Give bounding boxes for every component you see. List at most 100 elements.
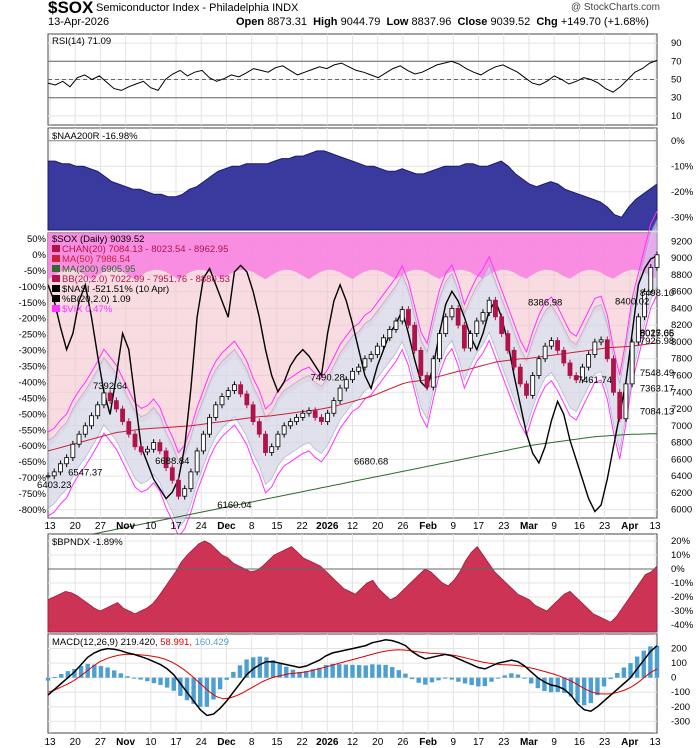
macd-histogram-bar <box>515 674 521 678</box>
bpndx-axis-tick-label: -10% <box>671 578 694 589</box>
macd-histogram-bar <box>350 664 355 678</box>
price-annotation: 7363.17 <box>640 383 674 394</box>
candle-body <box>536 358 542 376</box>
macd-histogram-bar <box>621 667 627 678</box>
candle-body <box>629 341 635 385</box>
candle-body <box>219 396 225 406</box>
candle-body <box>207 417 212 435</box>
candle-body <box>250 404 256 423</box>
price-axis-tick-label: 6600 <box>671 454 692 465</box>
macd-histogram-bar <box>581 677 587 706</box>
x-axis-label: 10 <box>145 737 157 748</box>
x-axis-label: 13 <box>649 737 661 748</box>
macd-histogram-bar <box>105 667 110 678</box>
x-axis-label: Mar <box>520 521 538 532</box>
candle-body <box>157 442 163 452</box>
x-axis-label: 17 <box>170 521 182 532</box>
macd-histogram-bar <box>284 666 289 678</box>
x-axis-label: Nov <box>116 737 135 748</box>
bpndx-area <box>47 540 658 633</box>
nasi-line <box>47 255 658 513</box>
chg-label: Chg <box>536 16 558 28</box>
x-axis-label: 13 <box>44 521 56 532</box>
x-axis-label: Nov <box>116 521 135 532</box>
candle-body <box>350 370 355 381</box>
macd-histogram-bar <box>145 677 150 682</box>
macd-histogram-bar <box>416 677 421 683</box>
candle-body <box>182 488 188 497</box>
macd-histogram-bar <box>601 677 607 687</box>
macd-histogram-bar <box>575 677 580 703</box>
x-axis-label: 22 <box>297 737 309 748</box>
close-label: Close <box>457 16 488 28</box>
candle-body <box>194 450 200 473</box>
x-axis-label: 16 <box>574 521 586 532</box>
macd-histogram-bar <box>363 665 368 678</box>
macd-histogram-bar <box>628 663 633 678</box>
candle-body <box>238 384 244 395</box>
chan-upper-line <box>47 210 658 454</box>
macd-histogram-bar <box>462 677 468 684</box>
nasi-axis-tick-label: -800% <box>19 505 47 516</box>
legend-entry: BB(20,2.0) 7022.99 - 7951.76 - 8880.53 <box>62 274 230 285</box>
bpndx-axis-tick-label: -20% <box>671 592 694 603</box>
macd-histogram-bar <box>65 671 71 678</box>
candle-body <box>58 463 63 473</box>
x-axis-label: 9 <box>551 737 557 748</box>
macd-histogram-bar <box>92 664 97 678</box>
macd-histogram-bar <box>429 677 435 683</box>
candle-body <box>654 254 660 268</box>
candle-body <box>586 354 592 368</box>
x-axis-label: 23 <box>498 521 510 532</box>
x-axis-label: 23 <box>599 521 611 532</box>
candle-body <box>138 446 144 453</box>
bpndx-axis-tick-label: 20% <box>671 536 691 547</box>
macd-histogram-bar <box>59 674 64 678</box>
candle-body <box>580 366 585 381</box>
candle-body <box>368 354 374 360</box>
macd-histogram-bar <box>442 677 448 679</box>
nasi-axis-tick-label: 50% <box>27 234 47 245</box>
macd-histogram-bar <box>489 677 494 682</box>
low-label: Low <box>386 16 409 28</box>
candle-body <box>244 393 250 406</box>
macd-histogram-bar <box>45 677 51 681</box>
index-name: Semiconductor Index - Philadelphia INDX <box>96 2 299 14</box>
x-axis-label: 20 <box>70 737 82 748</box>
macd-histogram-bar <box>118 673 124 678</box>
macd-histogram-bar <box>423 677 428 685</box>
macd-histogram-bar <box>436 677 441 681</box>
legend-swatch <box>52 305 60 312</box>
candle-body <box>548 340 554 347</box>
legend-entry: CHAN(20) 7084.13 - 8023.54 - 8962.95 <box>62 244 228 255</box>
x-axis-label: 13 <box>649 521 661 532</box>
x-axis-label: 23 <box>498 737 510 748</box>
x-axis-label: Dec <box>217 737 236 748</box>
open-label: Open <box>236 16 265 28</box>
high-value: 9044.79 <box>340 16 381 28</box>
macd-histogram-bar <box>634 656 640 678</box>
macd-histogram-bar <box>383 664 388 678</box>
candle-body <box>449 308 455 318</box>
low-value: 8837.96 <box>411 16 452 28</box>
legend-swatch <box>52 295 60 302</box>
candle-body <box>393 320 399 330</box>
candle-body <box>598 339 604 343</box>
price-annotation: 8400.02 <box>615 296 649 307</box>
rsi-axis-tick-label: 10 <box>671 111 682 122</box>
legend-entry: $VIX 0.47% <box>62 304 113 315</box>
price-annotation: 6403.23 <box>37 480 71 491</box>
candle-body <box>281 425 287 435</box>
candle-body <box>132 433 138 448</box>
price-axis-tick-label: 6800 <box>671 438 692 449</box>
candle-body <box>312 410 318 418</box>
macd-axis-tick-label: 0 <box>671 673 676 684</box>
candle-body <box>486 299 492 314</box>
x-axis-label: 15 <box>271 521 283 532</box>
macd-histogram-bar <box>555 677 560 692</box>
candle-body <box>399 309 405 322</box>
price-annotation: 8025.65 <box>640 328 674 339</box>
rsi-axis-tick-label: 70 <box>671 56 682 67</box>
legend-entry: MA(200) 6905.95 <box>62 264 135 275</box>
x-axis-label: 17 <box>473 521 485 532</box>
